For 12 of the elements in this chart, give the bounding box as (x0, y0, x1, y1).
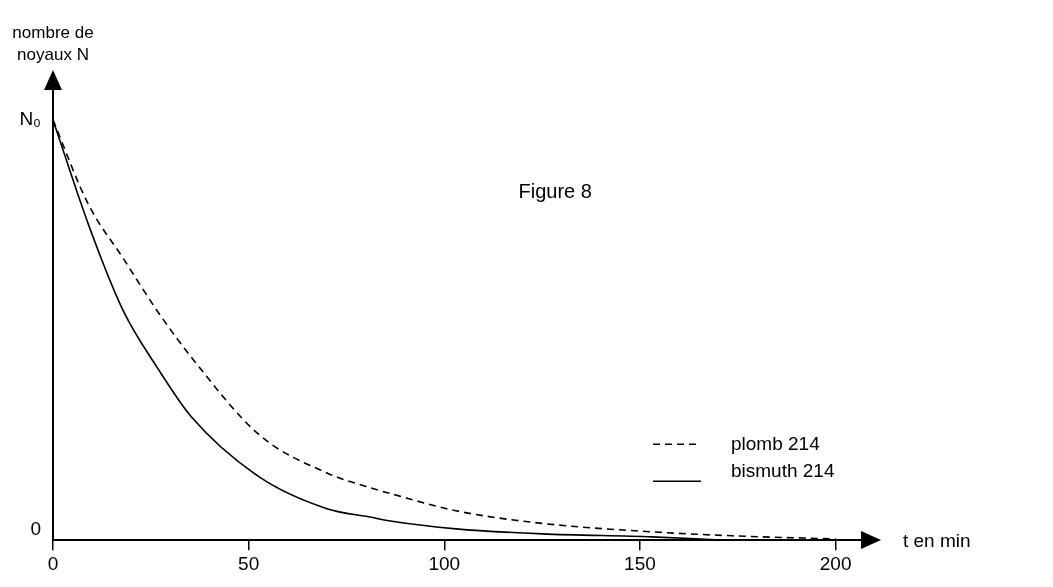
annotation: N₀ (19, 108, 41, 130)
x-axis-title: t en min (903, 530, 971, 552)
legend-label: plomb 214 (731, 433, 821, 455)
text: 0 (30, 518, 41, 540)
x-tick-label: 50 (238, 552, 260, 574)
x-tick-label: 100 (428, 552, 461, 574)
x-tick-label: 150 (624, 552, 656, 574)
y-axis-title: nombre de noyaux N (12, 23, 94, 64)
text: Figure 8 (518, 180, 592, 202)
x-tick-label: 200 (819, 552, 852, 574)
x-tick-label: 0 (47, 552, 59, 574)
legend-label: bismuth 214 (731, 460, 835, 482)
